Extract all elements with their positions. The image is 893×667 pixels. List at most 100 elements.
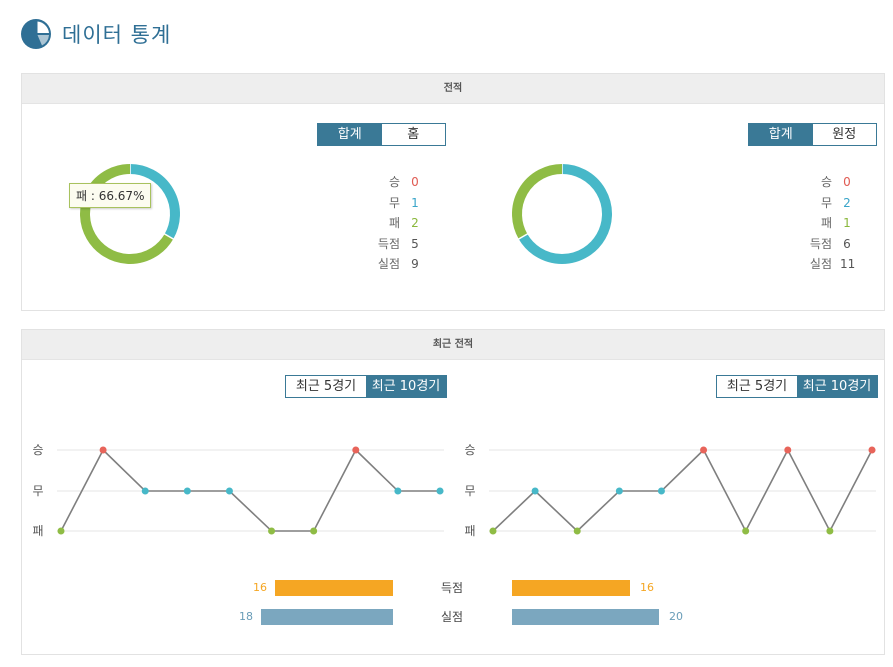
- right-recent-line-chart: 승무패: [464, 443, 876, 538]
- stat-label: 패: [820, 216, 832, 230]
- result-point[interactable]: [394, 487, 402, 495]
- donut-tooltip: 패 : 66.67%: [69, 183, 152, 208]
- result-point[interactable]: [700, 446, 708, 454]
- donut-separator: [517, 232, 529, 241]
- scored-label: 득점: [440, 581, 464, 595]
- result-point[interactable]: [310, 527, 318, 535]
- result-point[interactable]: [615, 487, 623, 495]
- stat-label: 득점: [377, 236, 400, 251]
- stat-value: 6: [843, 236, 851, 251]
- page-header: 데이터 통계: [20, 16, 171, 52]
- y-axis-label: 패: [464, 524, 475, 538]
- recent-panel-title: 최근 전적: [22, 330, 884, 360]
- result-point[interactable]: [826, 527, 834, 535]
- right-conceded-value: 20: [669, 610, 683, 623]
- left-recent-line-chart: 승무패: [32, 443, 444, 538]
- stat-label: 실점: [809, 257, 832, 271]
- stat-row: 실점 11: [774, 254, 856, 275]
- left-record-stats: 승 0 무 1 패 2 득점 5 실점 9: [342, 172, 422, 275]
- stat-value: 0: [843, 175, 851, 189]
- result-point[interactable]: [57, 527, 65, 535]
- y-axis-label: 승: [464, 443, 475, 457]
- stat-row: 득점 5: [342, 234, 422, 255]
- page-title: 데이터 통계: [62, 23, 172, 47]
- left-recent-tabs: 최근 5경기 최근 10경기: [285, 375, 447, 398]
- stat-label: 승: [820, 175, 832, 189]
- result-line: [60, 448, 440, 532]
- stat-value: 1: [411, 195, 419, 210]
- right-recent-tabs: 최근 5경기 최근 10경기: [716, 375, 878, 398]
- tab-left-total[interactable]: 합계: [318, 124, 382, 145]
- result-point[interactable]: [657, 487, 665, 495]
- left-scored-value: 16: [253, 581, 267, 594]
- result-point[interactable]: [352, 446, 360, 454]
- y-axis-label: 승: [32, 443, 43, 457]
- right-conceded-bar: [512, 609, 659, 625]
- right-record-tabs: 합계 원정: [748, 123, 877, 146]
- result-point[interactable]: [268, 527, 276, 535]
- stat-value: 11: [840, 257, 856, 271]
- stat-value: 1: [843, 216, 851, 230]
- stat-label: 승: [388, 175, 400, 189]
- stat-label: 무: [388, 195, 400, 210]
- result-point[interactable]: [573, 527, 581, 535]
- y-axis-label: 패: [32, 524, 43, 538]
- result-point[interactable]: [183, 487, 191, 495]
- donut-separator: [163, 232, 175, 241]
- right-record-donut: [512, 163, 612, 264]
- result-point[interactable]: [868, 446, 876, 454]
- left-conceded-bar: [261, 609, 393, 625]
- result-point[interactable]: [436, 487, 444, 495]
- y-axis-label: 무: [32, 484, 43, 498]
- result-point[interactable]: [784, 446, 792, 454]
- stat-value: 9: [411, 257, 419, 271]
- stat-value: 5: [411, 236, 419, 251]
- result-point[interactable]: [531, 487, 539, 495]
- donut-slice-패[interactable]: [80, 164, 174, 264]
- stat-label: 득점: [809, 236, 832, 251]
- conceded-label: 실점: [440, 610, 464, 624]
- stat-row: 득점 6: [774, 234, 854, 255]
- result-point[interactable]: [225, 487, 233, 495]
- stat-value: 2: [411, 216, 419, 230]
- left-conceded-value: 18: [239, 610, 253, 623]
- stat-label: 무: [820, 195, 832, 210]
- record-panel-title: 전적: [22, 74, 884, 104]
- tab-right-total[interactable]: 합계: [749, 124, 813, 145]
- result-line: [492, 448, 873, 533]
- right-scored-bar: [512, 580, 630, 596]
- left-scored-bar: [275, 580, 393, 596]
- tab-right-recent-5[interactable]: 최근 5경기: [726, 379, 788, 394]
- donut-slice-무[interactable]: [129, 164, 180, 239]
- left-record-donut: [80, 163, 180, 264]
- donut-slice-무[interactable]: [518, 164, 612, 264]
- tab-left-recent-10[interactable]: 최근 10경기: [366, 376, 446, 397]
- stat-label: 패: [388, 216, 400, 230]
- stat-label: 실점: [377, 257, 400, 271]
- stat-value: 0: [411, 175, 419, 189]
- tab-right-recent-10[interactable]: 최근 10경기: [797, 376, 877, 397]
- tab-away[interactable]: 원정: [832, 127, 857, 142]
- result-point[interactable]: [99, 446, 107, 454]
- tab-left-recent-5[interactable]: 최근 5경기: [295, 379, 357, 394]
- result-point[interactable]: [141, 487, 149, 495]
- result-point[interactable]: [489, 527, 497, 535]
- donut-slice-패[interactable]: [512, 164, 563, 239]
- right-scored-value: 16: [640, 581, 654, 594]
- right-record-stats: 승 0 무 2 패 1 득점 6 실점 11: [774, 172, 856, 275]
- left-record-tabs: 합계 홈: [317, 123, 446, 146]
- result-point[interactable]: [742, 527, 750, 535]
- stat-value: 2: [843, 195, 851, 210]
- tab-home[interactable]: 홈: [407, 127, 420, 142]
- y-axis-label: 무: [464, 484, 475, 498]
- stat-row: 실점 9: [342, 254, 422, 275]
- pie-chart-icon: [21, 19, 51, 49]
